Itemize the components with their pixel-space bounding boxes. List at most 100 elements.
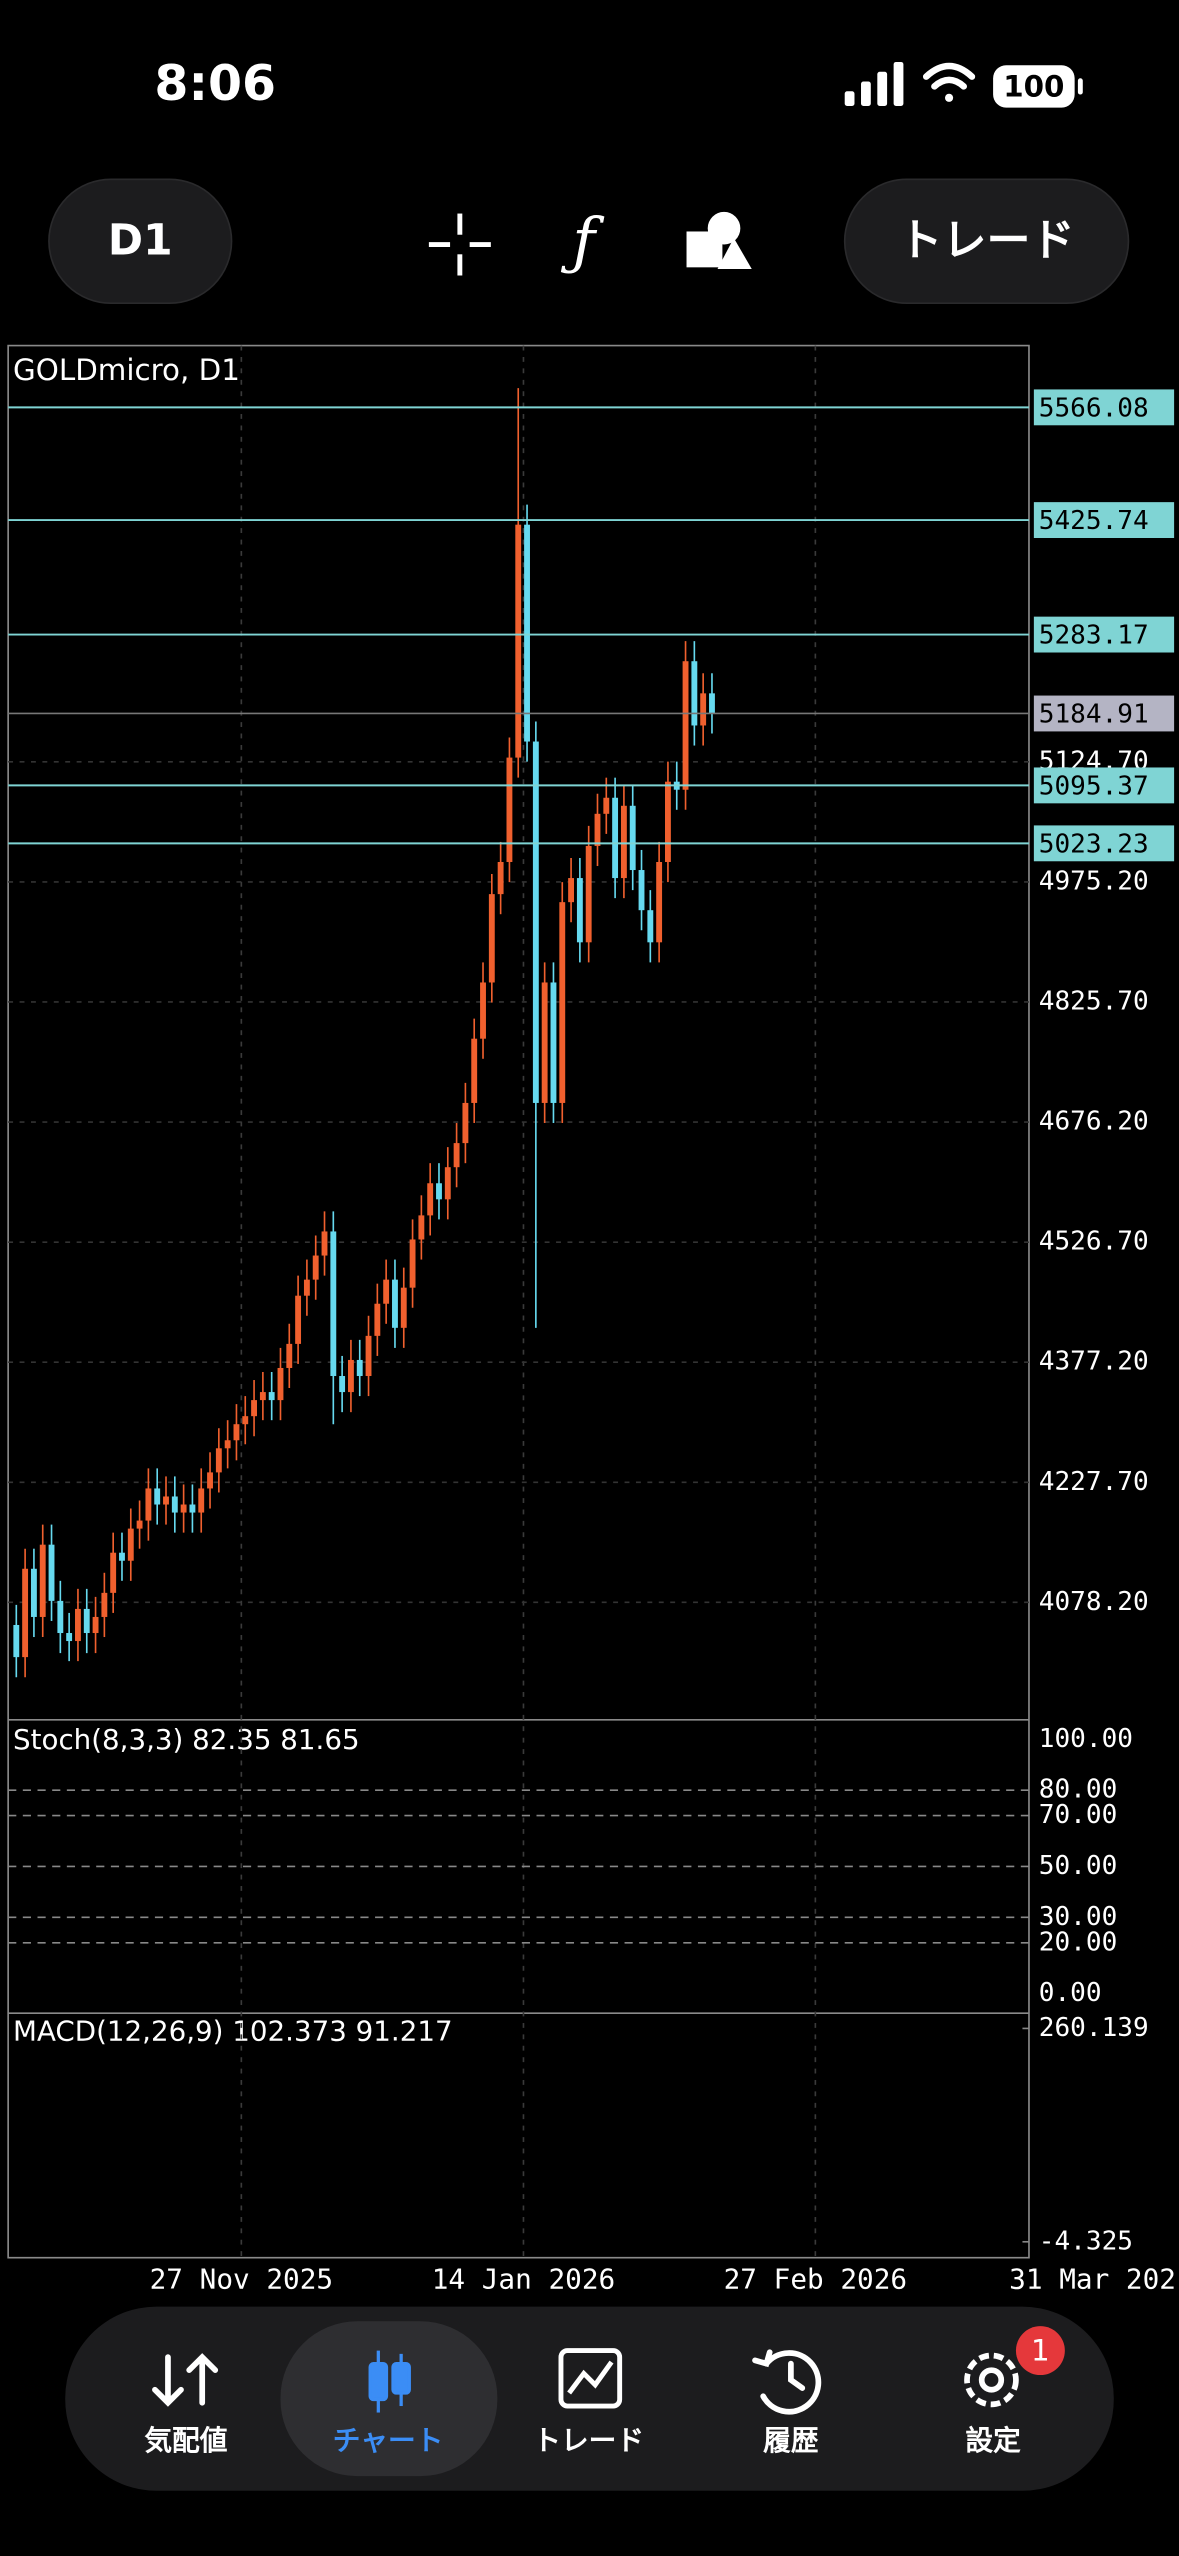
level-label: 5425.74 [1039, 506, 1149, 536]
macd-title: MACD(12,26,9) 102.373 91.217 [13, 2015, 453, 2048]
timeframe-button[interactable] [48, 178, 233, 305]
candle-body [453, 1143, 460, 1168]
candle-body [532, 741, 539, 1103]
candle-body [119, 1552, 125, 1561]
candle-body [321, 1231, 328, 1256]
candle-body [145, 1488, 152, 1521]
stoch-title: Stoch(8,3,3) 82.35 81.65 [13, 1723, 360, 1756]
candle-body [48, 1544, 55, 1601]
candle-body [215, 1448, 222, 1473]
trade-button[interactable] [843, 178, 1130, 305]
indicator-button[interactable]: ƒ [560, 204, 605, 277]
x-tick-label: 27 Feb 2026 [724, 2263, 908, 2296]
candle-body [127, 1528, 134, 1561]
objects-button[interactable] [686, 211, 752, 269]
x-tick-label: 27 Nov 2025 [150, 2263, 334, 2296]
candle-body [286, 1343, 293, 1368]
trade-icon [558, 2348, 623, 2409]
candle-body [506, 757, 513, 863]
chart-title: GOLDmicro, D1 [13, 353, 240, 387]
level-label-box [1033, 616, 1175, 653]
y-tick-label: 4078.20 [1039, 1587, 1149, 1617]
candle-body [612, 797, 619, 879]
candle-body [83, 1608, 90, 1634]
candle-body [13, 1624, 20, 1658]
level-label-box [1033, 767, 1175, 804]
y-tick-label: 4676.20 [1039, 1107, 1149, 1137]
level-label: 5095.37 [1039, 772, 1149, 802]
candle-body [524, 524, 530, 742]
candle-body [242, 1416, 249, 1425]
y-tick-label: 4377.20 [1039, 1347, 1149, 1377]
candle-body [709, 693, 715, 714]
history-icon [752, 2349, 822, 2415]
stoch-tick-label: 0.00 [1039, 1978, 1102, 2008]
candle-body [462, 1102, 469, 1144]
battery-icon [993, 65, 1075, 108]
x-tick-label: 14 Jan 2026 [432, 2263, 616, 2296]
level-label-box [1033, 825, 1175, 862]
battery-tip [1077, 78, 1083, 95]
settings-badge [1015, 2326, 1065, 2376]
stoch-tick-label: 20.00 [1039, 1927, 1118, 1957]
candle-body [163, 1496, 169, 1505]
candle-body [603, 797, 610, 814]
candle-body [207, 1472, 213, 1489]
nav-label: 履歴 [763, 2424, 819, 2457]
candle-body [550, 982, 557, 1103]
crosshair-button[interactable] [428, 213, 491, 276]
candle-body [515, 524, 522, 758]
y-tick-label: 4975.20 [1039, 866, 1149, 896]
trade-button-label: トレード [899, 215, 1075, 266]
y-tick-label: 4227.70 [1039, 1467, 1149, 1497]
candle-body [488, 894, 495, 983]
candle-body [647, 910, 654, 943]
stoch-tick-label: 70.00 [1039, 1800, 1118, 1830]
candle-body [665, 781, 671, 863]
macd-tick-label: -4.325 [1039, 2226, 1133, 2256]
nav-label: トレード [533, 2424, 644, 2457]
candle-body [92, 1616, 99, 1634]
candle-body [374, 1303, 381, 1336]
settings-icon [964, 2352, 1019, 2408]
candle-body [198, 1488, 205, 1513]
candle-body [110, 1552, 117, 1593]
candle-body [330, 1231, 337, 1377]
candle-body [277, 1367, 284, 1401]
candle-body [392, 1279, 398, 1328]
candle-body [57, 1600, 64, 1634]
candle-body [559, 902, 566, 1103]
candle-body [436, 1183, 442, 1200]
nav-selected [280, 2321, 498, 2477]
last-price-label: 5184.91 [1039, 700, 1149, 730]
stoch-tick-label: 100.00 [1039, 1724, 1133, 1754]
badge-count: 1 [1031, 2334, 1050, 2368]
candle-body [189, 1504, 196, 1513]
level-label: 5283.17 [1039, 621, 1149, 651]
candle-body [427, 1183, 434, 1216]
nav-bar [65, 2306, 1114, 2491]
candle-body [471, 1038, 478, 1103]
stoch-tick-label: 80.00 [1039, 1775, 1118, 1805]
stoch-tick-label: 30.00 [1039, 1902, 1118, 1932]
last-price-box [1033, 695, 1175, 732]
candle-body [691, 661, 698, 726]
candle-body [339, 1376, 346, 1393]
timeframe-label: D1 [108, 215, 173, 264]
candle-body [259, 1392, 266, 1401]
candle-body [383, 1279, 390, 1304]
y-tick-label: 4825.70 [1039, 986, 1149, 1016]
level-label: 5023.23 [1039, 829, 1149, 859]
candle-body [576, 878, 583, 943]
candle-body [268, 1392, 275, 1401]
candle-body [480, 982, 486, 1039]
status-time: 8:06 [154, 55, 276, 112]
level-label-box [1033, 389, 1175, 426]
signal-icon [844, 61, 904, 106]
candle-body [251, 1400, 257, 1417]
candle-body [585, 845, 592, 943]
quotes-icon [152, 2353, 219, 2407]
candle-body [347, 1359, 354, 1393]
candle-body [444, 1167, 451, 1200]
